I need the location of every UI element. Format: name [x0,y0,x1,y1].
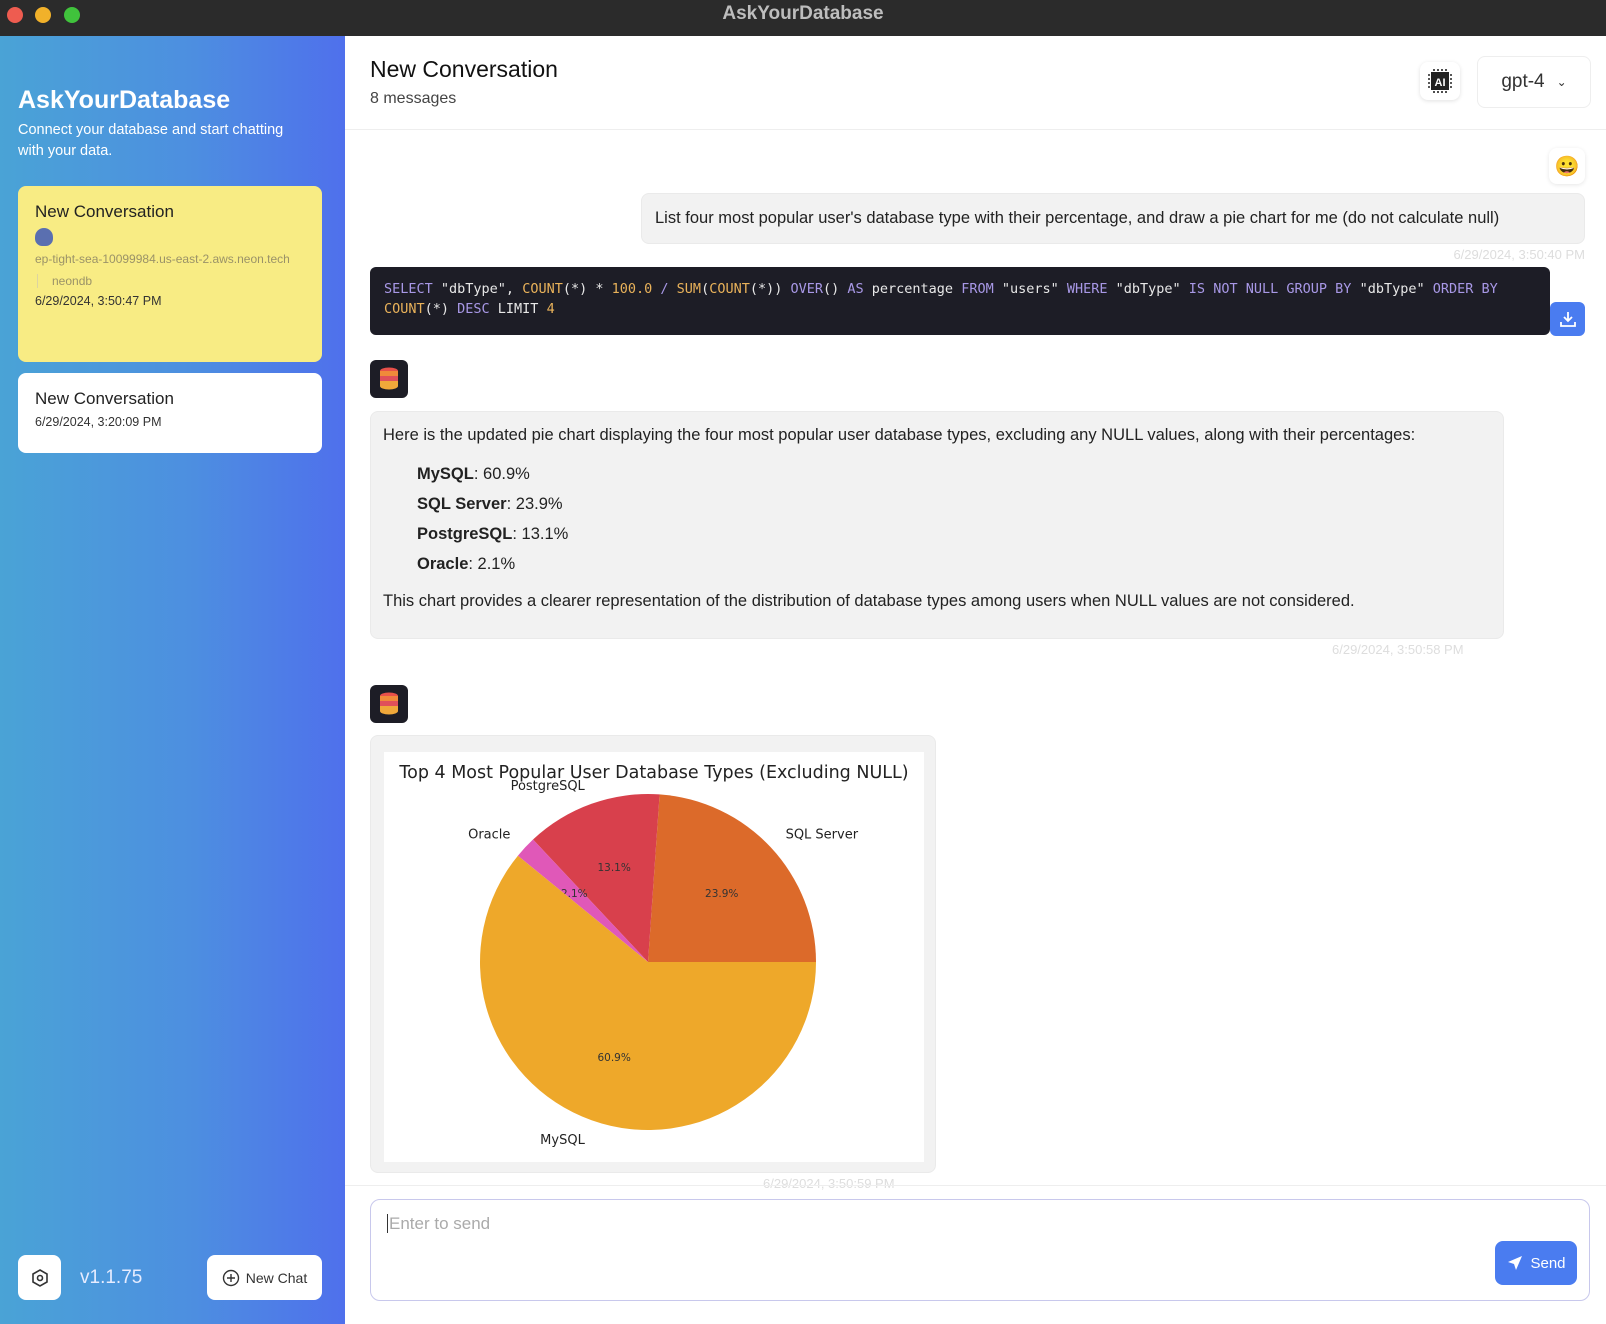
reply-outro: This chart provides a clearer representa… [383,592,1355,610]
model-value: gpt-4 [1501,71,1545,92]
chat-header: New Conversation 8 messages AI gpt-4 ⌄ [345,36,1606,130]
app-title: AskYourDatabase [18,86,231,114]
pie-slice-mysql [480,855,816,1130]
result-list: MySQL: 60.9% SQL Server: 23.9% PostgreSQ… [417,465,1491,574]
close-window-button[interactable] [7,7,23,23]
message-timestamp: 6/29/2024, 3:50:40 PM [1453,247,1585,262]
input-placeholder: Enter to send [387,1214,491,1233]
pie-chart: Top 4 Most Popular User Database Types (… [384,752,924,1162]
message-timestamp: 6/29/2024, 3:50:59 PM [763,1176,895,1191]
settings-button[interactable] [18,1255,61,1300]
bot-avatar [370,685,408,723]
settings-icon [31,1268,48,1287]
conversation-host: ep-tight-sea-10099984.us-east-2.aws.neon… [35,252,290,266]
pie-label: Oracle [468,828,510,843]
model-select[interactable]: gpt-4 ⌄ [1477,56,1591,108]
send-label: Send [1530,1254,1566,1272]
conversation-title: New Conversation [35,389,174,408]
download-icon [1559,312,1576,327]
reply-intro: Here is the updated pie chart displaying… [383,426,1416,444]
conversation-title: New Conversation [35,202,174,221]
version-label: v1.1.75 [80,1267,143,1288]
pie-slice-oracle [517,839,648,962]
send-icon [1508,1256,1523,1270]
maximize-window-button[interactable] [64,7,80,23]
result-item: SQL Server: 23.9% [417,495,563,513]
svg-text:AI: AI [1435,77,1446,89]
plus-circle-icon [222,1269,239,1286]
conversation-item-active[interactable]: New Conversation ep-tight-sea-10099984.u… [18,186,322,362]
window-title: AskYourDatabase [722,3,884,24]
pie-percent-label: 23.9% [705,888,738,900]
conversation-timestamp: 6/29/2024, 3:20:09 PM [35,415,162,429]
new-chat-button[interactable]: New Chat [207,1255,322,1300]
result-item: MySQL: 60.9% [417,465,530,483]
user-message: List four most popular user's database t… [641,193,1585,244]
postgres-icon [35,228,53,246]
conversation-item[interactable]: New Conversation 6/29/2024, 3:20:09 PM [18,373,322,453]
pie-slice-sql-server [648,794,816,962]
result-item: PostgreSQL: 13.1% [417,525,569,543]
message-timestamp: 6/29/2024, 3:50:58 PM [1332,642,1464,657]
sql-code-block: SELECT "dbType", COUNT(*) * 100.0 / SUM(… [370,267,1550,335]
send-button[interactable]: Send [1495,1241,1577,1285]
database-stack-icon [380,367,398,390]
pie-label: PostgreSQL [511,779,586,794]
minimize-window-button[interactable] [35,7,51,23]
sql-query-text: SELECT "dbType", COUNT(*) * 100.0 / SUM(… [384,281,1498,317]
new-chat-label: New Chat [245,1269,308,1286]
ai-settings-button[interactable]: AI [1420,62,1460,100]
conversation-database: neondb [37,274,305,288]
chart-title: Top 4 Most Popular User Database Types (… [398,763,908,783]
chart-message: Top 4 Most Popular User Database Types (… [370,735,936,1173]
conversation-heading: New Conversation [370,56,558,82]
download-button[interactable] [1550,302,1585,336]
app-subtitle: Connect your database and start chatting… [18,122,284,159]
assistant-message: Here is the updated pie chart displaying… [370,411,1504,639]
composer: Enter to send Send [345,1185,1606,1324]
result-item: Oracle: 2.1% [417,555,516,573]
user-message-text: List four most popular user's database t… [655,209,1500,227]
pie-percent-label: 60.9% [597,1052,630,1064]
user-avatar: 😀 [1549,148,1585,184]
chevron-down-icon: ⌄ [1556,75,1567,89]
database-stack-icon [380,692,398,715]
pie-percent-label: 13.1% [597,862,630,874]
conversation-timestamp: 6/29/2024, 3:50:47 PM [35,294,162,308]
bot-avatar [370,360,408,398]
pie-label: MySQL [540,1133,585,1148]
message-input[interactable]: Enter to send [370,1199,1590,1301]
message-count: 8 messages [370,90,457,107]
window-titlebar: AskYourDatabase [0,0,1606,36]
sidebar: AskYourDatabase Connect your database an… [0,36,345,1324]
chat-panel: New Conversation 8 messages AI gpt-4 ⌄ 😀… [345,36,1606,1324]
pie-label: SQL Server [786,828,859,843]
pie-slice-postgresql [532,794,660,962]
ai-chip-icon: AI [1428,69,1452,93]
